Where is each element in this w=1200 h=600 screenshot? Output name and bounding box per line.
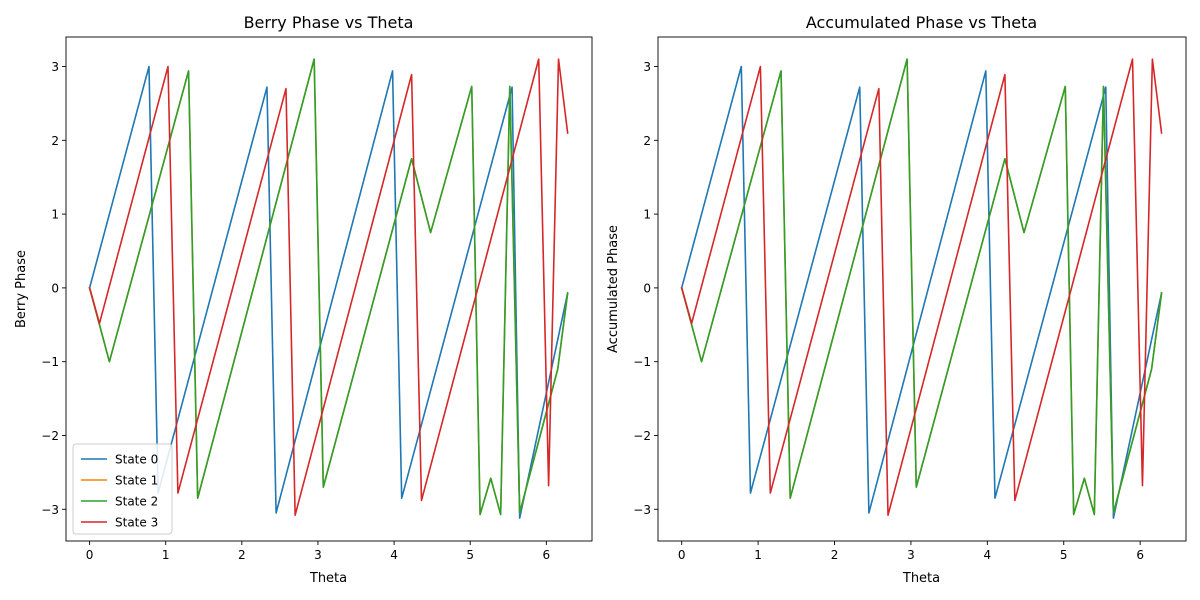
x-axis-label: Theta — [309, 571, 347, 586]
y-tick-label: −3 — [633, 503, 651, 517]
x-tick-label: 3 — [314, 548, 322, 562]
x-tick-label: 4 — [984, 548, 992, 562]
y-tick-label: 0 — [643, 281, 651, 295]
x-tick-label: 3 — [907, 548, 915, 562]
x-tick-label: 1 — [162, 548, 170, 562]
x-tick-label: 5 — [1060, 548, 1068, 562]
x-tick-label: 2 — [831, 548, 839, 562]
x-axis-label: Theta — [902, 571, 940, 586]
x-tick-label: 0 — [678, 548, 686, 562]
y-tick-label: −3 — [41, 503, 59, 517]
y-axis-label: Berry Phase — [14, 250, 29, 328]
y-tick-label: 3 — [643, 60, 651, 74]
x-tick-label: 4 — [390, 548, 398, 562]
y-tick-label: −2 — [41, 429, 59, 443]
legend-entry: State 1 — [115, 474, 158, 488]
y-tick-label: 0 — [51, 281, 59, 295]
x-tick-label: 2 — [238, 548, 246, 562]
y-axis-label: Accumulated Phase — [606, 225, 621, 353]
y-tick-label: 1 — [643, 208, 651, 222]
chart-title: Berry Phase vs Theta — [244, 13, 414, 32]
x-tick-label: 1 — [754, 548, 762, 562]
y-tick-label: 3 — [51, 60, 59, 74]
legend-entry: State 0 — [115, 453, 158, 467]
x-tick-label: 6 — [1136, 548, 1144, 562]
x-tick-label: 0 — [86, 548, 94, 562]
y-tick-label: 1 — [51, 208, 59, 222]
legend-entry: State 2 — [115, 495, 158, 509]
y-tick-label: −1 — [41, 355, 59, 369]
legend-entry: State 3 — [115, 516, 158, 530]
y-tick-label: 2 — [51, 134, 59, 148]
y-tick-label: 2 — [643, 134, 651, 148]
x-tick-label: 5 — [466, 548, 474, 562]
y-tick-label: −1 — [633, 355, 651, 369]
chart-title: Accumulated Phase vs Theta — [806, 13, 1037, 32]
y-tick-label: −2 — [633, 429, 651, 443]
legend: State 0 State 1 State 2 State 3 — [73, 444, 172, 534]
x-tick-label: 6 — [543, 548, 551, 562]
